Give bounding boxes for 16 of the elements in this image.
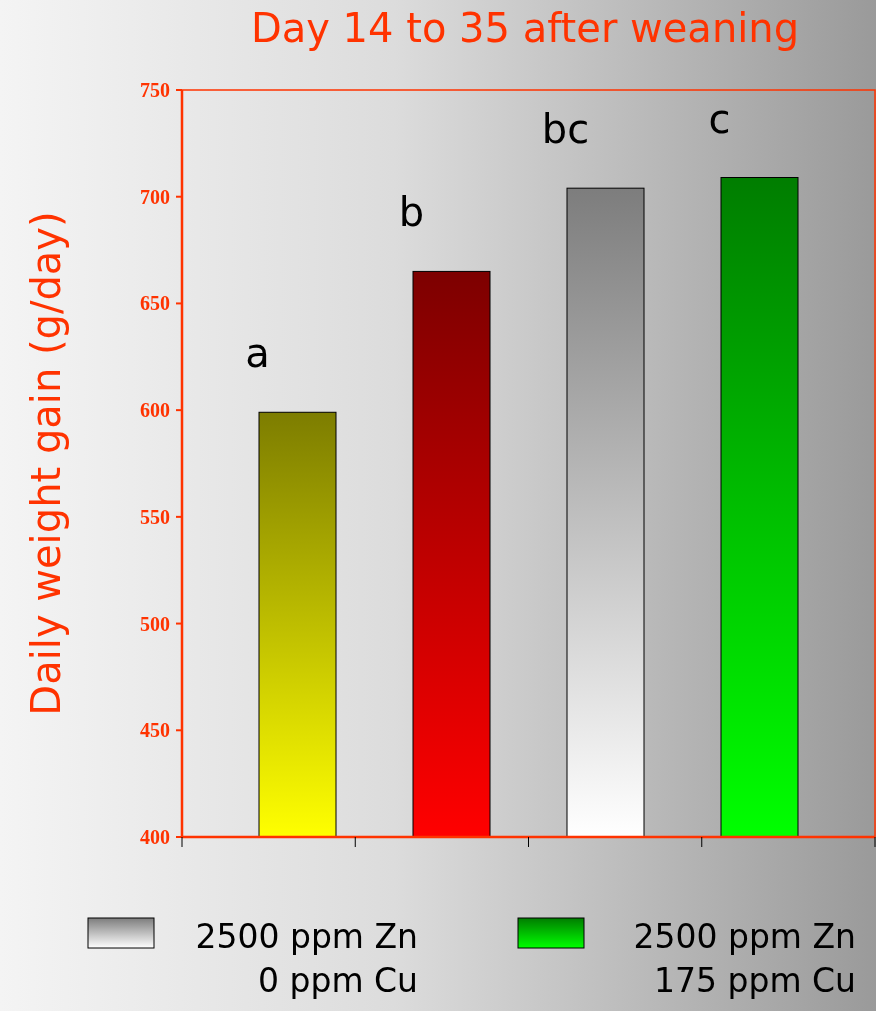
- chart-title: Day 14 to 35 after weaning: [250, 5, 800, 51]
- y-tick-label: 600: [140, 399, 170, 422]
- annotation: bc: [541, 106, 590, 153]
- legend-label: 2500 ppm Zn 0 ppm Cu: [195, 917, 418, 1000]
- y-tick-label: 450: [140, 719, 170, 742]
- y-tick-label: 500: [140, 612, 170, 635]
- annotation: b: [398, 189, 425, 236]
- y-tick-label: 700: [140, 185, 170, 208]
- annotation: a: [245, 330, 270, 377]
- annotation: c: [708, 95, 731, 142]
- y-tick-label: 750: [140, 79, 170, 101]
- y-axis-title: Daily weight gain (g/day): [23, 211, 69, 716]
- y-tick-label: 650: [140, 292, 170, 315]
- y-tick-label: 550: [140, 505, 170, 528]
- y-tick-label: 400: [140, 826, 170, 848]
- legend-label: 2500 ppm Zn 175 ppm Cu: [633, 917, 856, 1000]
